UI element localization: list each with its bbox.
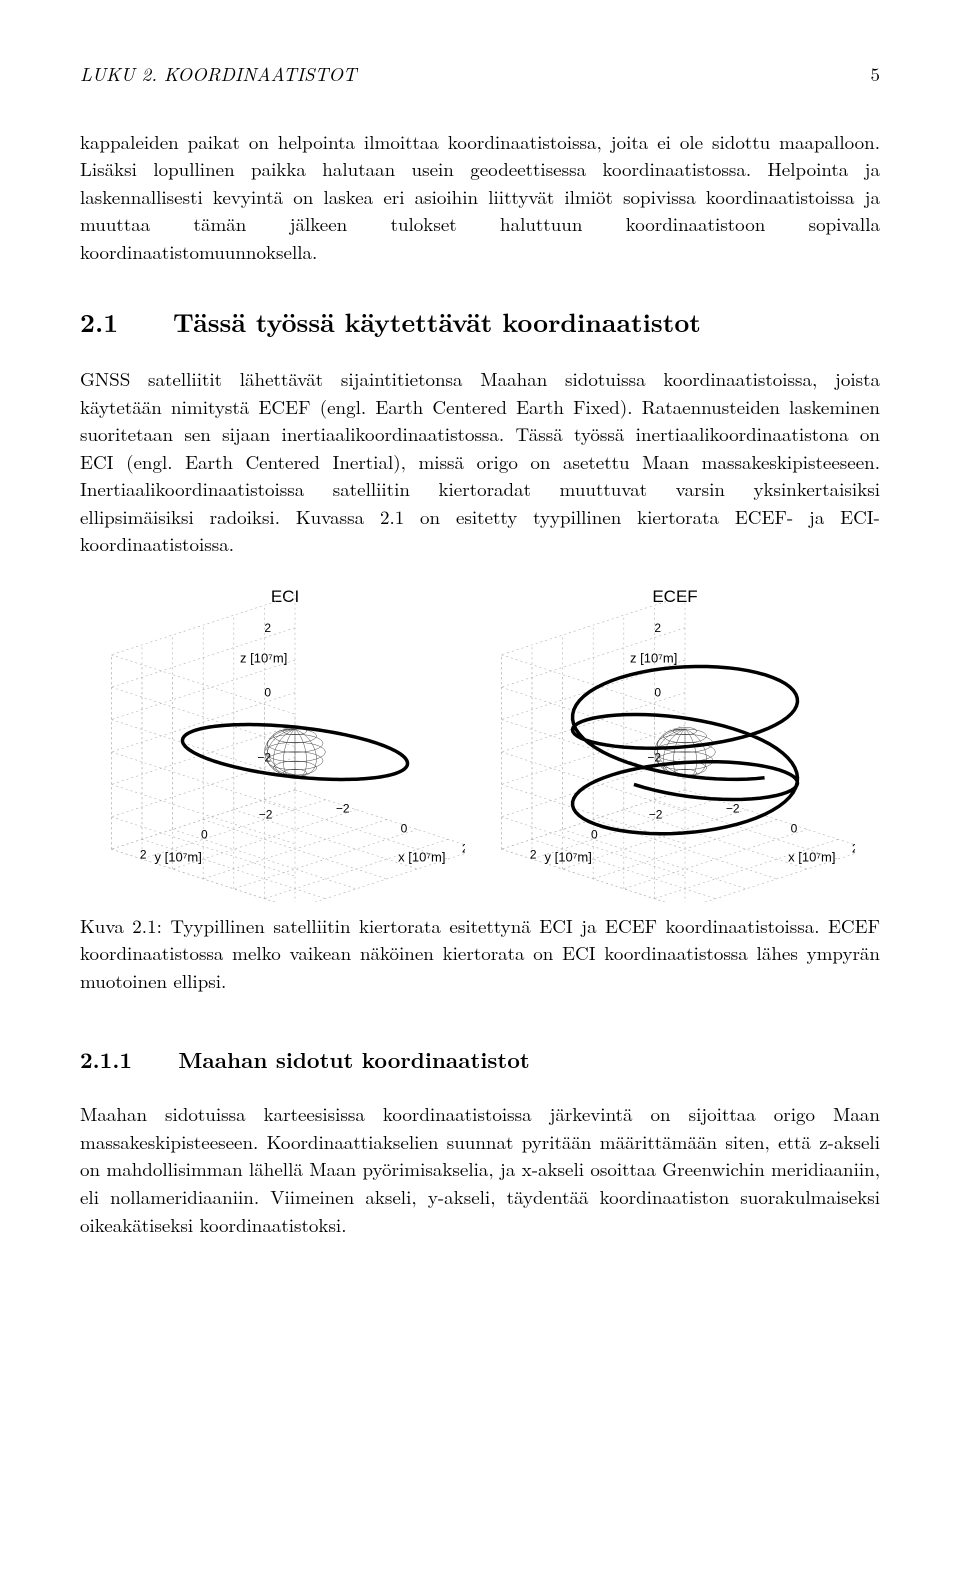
ecef-plot: ECEF−202z [10⁷m]−202y [10⁷m]−202x [10⁷m] xyxy=(495,582,855,902)
header-chapter: LUKU 2. KOORDINAATISTOT xyxy=(80,60,357,88)
svg-text:2: 2 xyxy=(654,621,661,635)
svg-text:2: 2 xyxy=(264,621,271,635)
svg-text:z [10⁷m]: z [10⁷m] xyxy=(240,650,287,665)
svg-text:−2: −2 xyxy=(726,802,740,816)
svg-text:0: 0 xyxy=(201,827,208,841)
svg-text:−2: −2 xyxy=(259,807,273,821)
svg-text:0: 0 xyxy=(654,685,661,699)
eci-plot: ECI−202z [10⁷m]−202y [10⁷m]−202x [10⁷m] xyxy=(105,582,465,902)
figure-2-1: ECI−202z [10⁷m]−202y [10⁷m]−202x [10⁷m] … xyxy=(80,582,880,995)
svg-text:x [10⁷m]: x [10⁷m] xyxy=(398,849,445,864)
svg-text:y [10⁷m]: y [10⁷m] xyxy=(545,849,592,864)
svg-text:2: 2 xyxy=(852,841,855,855)
intro-paragraph: kappaleiden paikat on helpointa ilmoitta… xyxy=(80,128,880,266)
svg-text:x [10⁷m]: x [10⁷m] xyxy=(788,849,835,864)
running-header: LUKU 2. KOORDINAATISTOT 5 xyxy=(80,60,880,88)
subsection-title: Maahan sidotut koordinaatistot xyxy=(178,1044,529,1075)
subsection-paragraph: Maahan sidotuissa karteesisissa koordina… xyxy=(80,1100,880,1238)
svg-text:0: 0 xyxy=(264,685,271,699)
header-page-number: 5 xyxy=(870,60,880,88)
svg-text:−2: −2 xyxy=(336,802,350,816)
svg-text:ECEF: ECEF xyxy=(652,587,697,606)
section-number: 2.1 xyxy=(80,303,118,340)
svg-text:0: 0 xyxy=(401,821,408,835)
svg-text:2: 2 xyxy=(462,841,465,855)
svg-text:−2: −2 xyxy=(649,807,663,821)
svg-text:2: 2 xyxy=(530,847,537,861)
svg-text:y [10⁷m]: y [10⁷m] xyxy=(155,849,202,864)
subsection-number: 2.1.1 xyxy=(80,1044,132,1075)
section-heading: 2.1 Tässä työssä käytettävät koordinaati… xyxy=(80,303,880,341)
svg-text:z [10⁷m]: z [10⁷m] xyxy=(630,650,677,665)
svg-text:0: 0 xyxy=(791,821,798,835)
section-title: Tässä työssä käytettävät koordinaatistot xyxy=(173,303,701,340)
figure-caption: Kuva 2.1: Tyypillinen satelliitin kierto… xyxy=(80,912,880,995)
svg-text:2: 2 xyxy=(140,847,147,861)
section-paragraph: GNSS satelliitit lähettävät sijaintitiet… xyxy=(80,365,880,558)
subsection-heading: 2.1.1 Maahan sidotut koordinaatistot xyxy=(80,1044,880,1076)
svg-text:0: 0 xyxy=(591,827,598,841)
